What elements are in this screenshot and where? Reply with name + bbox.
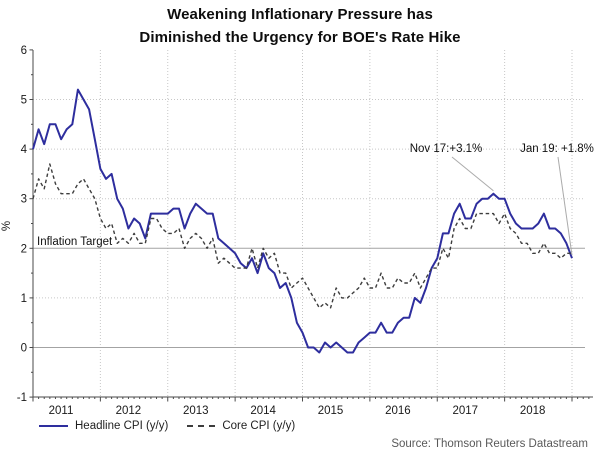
series-lines <box>32 88 573 354</box>
x-tick-label: 2015 <box>318 405 344 417</box>
y-tick-label: -1 <box>17 392 27 404</box>
legend-label: Headline CPI (y/y) <box>75 420 169 432</box>
axes: -1 0 1 2 3 4 5 6 2011 2012 2013 2014 2015 2016 2017 201… <box>17 45 593 417</box>
callout-leader-line <box>451 156 494 192</box>
callout-label: Nov 17:+3.1% <box>410 143 483 155</box>
chart-legend: Headline CPI (y/y) Core CPI (y/y) <box>39 420 295 432</box>
x-tick-label: 2017 <box>452 405 478 417</box>
x-tick-label: 2018 <box>520 405 546 417</box>
chart-title-line2: Diminished the Urgency for BOE's Rate Hi… <box>139 29 461 46</box>
callout-leader-line <box>557 156 573 256</box>
source-credit: Source: Thomson Reuters Datastream <box>391 438 588 450</box>
y-axis-title: % <box>1 221 13 231</box>
x-tick-label: 2012 <box>116 405 142 417</box>
legend-item: Core CPI (y/y) <box>187 420 295 432</box>
chart-title: Weakening Inflationary Pressure has Dimi… <box>0 3 600 49</box>
y-tick-label: 3 <box>21 194 27 206</box>
x-tick-label: 2016 <box>385 405 411 417</box>
callouts: Nov 17:+3.1% Jan 19: +1.8% <box>410 143 594 256</box>
y-tick-label: 2 <box>21 243 27 255</box>
dashed-line-swatch <box>187 425 216 427</box>
series-line-core-cpi-y-y <box>32 163 572 309</box>
y-tick-label: 4 <box>21 144 28 156</box>
legend-label: Core CPI (y/y) <box>222 420 296 432</box>
y-tick-label: 0 <box>21 343 27 355</box>
callout-label: Jan 19: +1.8% <box>520 143 594 155</box>
x-tick-label: 2013 <box>183 405 209 417</box>
gridlines <box>33 50 585 397</box>
x-tick-label: 2014 <box>250 405 276 417</box>
x-tick-label: 2011 <box>49 405 74 417</box>
solid-line-swatch <box>39 425 68 427</box>
inflation-target-label: Inflation Target <box>37 236 113 248</box>
legend-item: Headline CPI (y/y) <box>39 420 168 432</box>
series-line-headline-cpi-y-y <box>32 88 573 354</box>
y-tick-label: 5 <box>21 95 27 107</box>
y-tick-label: 1 <box>21 293 27 305</box>
y-tick-label: 6 <box>21 45 27 57</box>
chart-title-line1: Weakening Inflationary Pressure has <box>167 6 433 23</box>
